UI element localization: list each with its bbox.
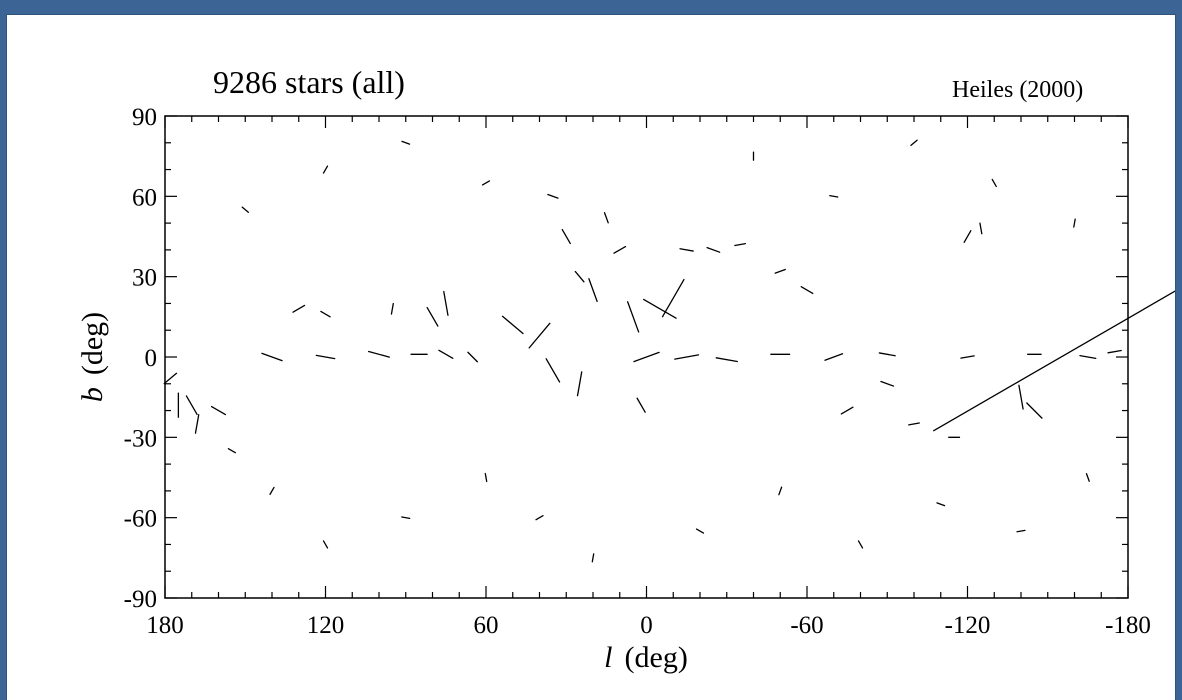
- polarization-vector: [547, 193, 559, 199]
- x-tick-label: 60: [474, 612, 499, 639]
- chart-credit: Heiles (2000): [952, 77, 1083, 103]
- polarization-vector: [185, 395, 198, 416]
- polarization-vector: [528, 322, 551, 349]
- polarization-vector: [800, 286, 814, 295]
- x-axis-symbol: l: [604, 641, 612, 674]
- polarization-vector: [636, 397, 646, 413]
- polarization-vector: [1079, 354, 1097, 360]
- polarization-vector: [227, 448, 236, 454]
- y-tick-label: 30: [132, 265, 157, 292]
- x-axis-unit: (deg): [625, 641, 688, 674]
- x-axis: 180 120 60 0 -60 -120 -180: [146, 116, 1151, 639]
- polarization-vector: [591, 553, 595, 563]
- polarization-vector: [1073, 218, 1076, 228]
- polarization-vector: [443, 290, 449, 316]
- y-tick-label: 0: [145, 345, 158, 372]
- polarization-vector: [706, 246, 721, 253]
- polarization-vector: [824, 353, 844, 361]
- y-axis: 90 60 30 0 -30 -60 -90: [124, 104, 1128, 613]
- polarization-vector: [163, 372, 178, 385]
- polarization-vector: [979, 222, 983, 235]
- polarization-vector: [933, 290, 1175, 432]
- y-axis-symbol: b: [76, 387, 109, 402]
- polarization-vector: [908, 422, 920, 426]
- polarization-vector: [829, 194, 839, 198]
- y-tick-label: -60: [124, 506, 157, 533]
- x-tick-label: 0: [640, 612, 653, 639]
- polarization-vector: [1107, 349, 1122, 354]
- polarization-vector: [535, 515, 544, 521]
- polarization-vector: [401, 516, 411, 520]
- y-tick-label: -90: [124, 586, 157, 613]
- polarization-vector: [320, 310, 331, 318]
- y-axis-unit: (deg): [76, 312, 109, 375]
- polarization-vector: [963, 230, 972, 243]
- polarization-vector: [1016, 529, 1026, 533]
- polarization-vector: [426, 306, 439, 327]
- polarization-vector: [261, 352, 283, 362]
- polarization-vector: [626, 301, 640, 333]
- polarization-vector: [545, 358, 561, 383]
- polarization-vector: [1026, 402, 1043, 419]
- polarization-vector: [401, 140, 411, 145]
- polarization-vector: [774, 268, 786, 274]
- polarization-vector: [695, 528, 705, 534]
- polarization-vector: [269, 486, 275, 496]
- y-tick-label: 90: [132, 104, 157, 131]
- polarization-vector: [315, 354, 336, 360]
- polarization-vector: [322, 540, 329, 549]
- polarization-vector: [368, 350, 390, 358]
- polarization-vector: [960, 355, 975, 359]
- polarization-vector: [574, 270, 585, 283]
- polarization-vector: [778, 486, 783, 496]
- polarization-vector: [633, 351, 660, 363]
- polarization-vector: [484, 472, 488, 483]
- y-tick-label: 60: [132, 184, 157, 211]
- figure-panel: 9286 stars (all) Heiles (2000) 180 120 60 0…: [7, 15, 1175, 700]
- polarization-vector: [840, 406, 854, 415]
- polarization-vector: [501, 315, 524, 335]
- polarization-vector: [936, 502, 946, 507]
- polarization-vector: [481, 180, 491, 186]
- polarization-vector: [857, 540, 864, 549]
- polarization-vector: [210, 405, 227, 416]
- chart-title: 9286 stars (all): [213, 64, 405, 100]
- polarization-vector: [734, 242, 747, 247]
- y-axis-title: b (deg): [76, 312, 109, 402]
- x-axis-title: l (deg): [604, 641, 688, 674]
- polarization-vector: [292, 304, 306, 313]
- x-tick-label: -60: [790, 612, 823, 639]
- x-tick-label: -180: [1105, 612, 1151, 639]
- polarization-vector: [878, 352, 896, 357]
- polarization-vector: [991, 178, 997, 188]
- polarization-vector: [561, 228, 571, 245]
- polarization-vector: [679, 248, 694, 252]
- x-tick-label: 120: [307, 612, 345, 639]
- polarization-vector: [390, 302, 394, 315]
- polarization-vector: [467, 351, 479, 363]
- polarization-vector: [194, 414, 200, 434]
- polarization-vector: [322, 165, 329, 174]
- x-tick-label: 180: [146, 612, 184, 639]
- polarization-vector: [910, 139, 918, 147]
- polarization-vector: [1085, 473, 1090, 482]
- polarization-vector: [1018, 384, 1024, 410]
- y-tick-label: -30: [124, 425, 157, 452]
- polarization-vector: [661, 278, 685, 318]
- polarization-vector: [674, 354, 700, 360]
- polarization-vector: [603, 212, 609, 224]
- polarization-vector: [438, 349, 454, 359]
- polarization-vector: [715, 357, 738, 363]
- polarization-vector: [588, 278, 598, 303]
- polarization-vector: [613, 245, 627, 254]
- polarization-vector: [880, 380, 895, 387]
- polarization-vectors: [163, 139, 1175, 563]
- polarization-vector: [241, 206, 249, 213]
- polarization-vector: [643, 298, 677, 319]
- x-tick-label: -120: [945, 612, 991, 639]
- polarization-vector: [576, 371, 583, 397]
- sky-map-chart: 9286 stars (all) Heiles (2000) 180 120 60 0…: [76, 64, 1175, 674]
